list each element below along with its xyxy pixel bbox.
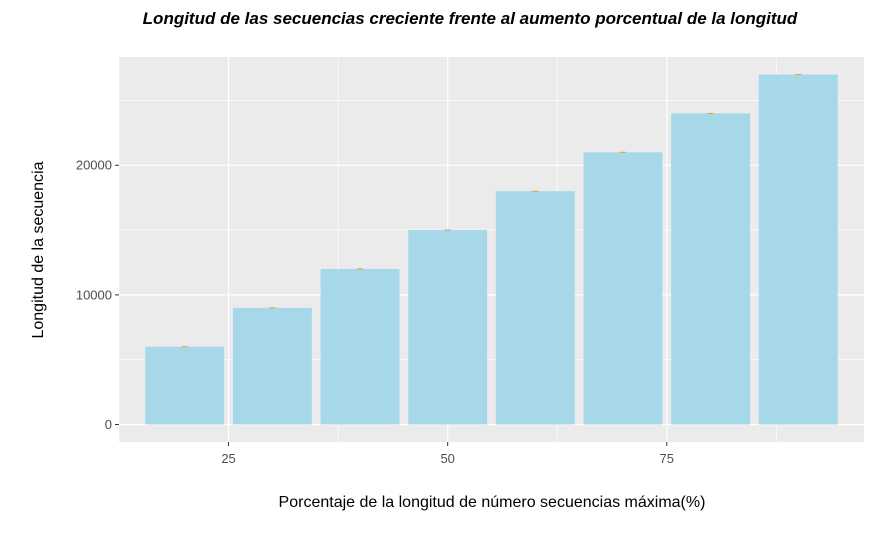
chart-title: Longitud de las secuencias creciente fre… — [143, 9, 798, 28]
bars — [145, 74, 838, 425]
y-tick-label: 0 — [105, 417, 112, 432]
bar — [408, 230, 488, 425]
x-tick-label: 50 — [440, 451, 454, 466]
error-bars — [181, 74, 802, 348]
y-tick-label: 20000 — [76, 158, 112, 173]
bar — [232, 307, 312, 425]
y-tick-label: 10000 — [76, 287, 112, 302]
x-axis-ticks: 25 50 75 — [221, 442, 674, 466]
x-axis-title: Porcentaje de la longitud de número secu… — [279, 494, 706, 511]
x-tick-label: 25 — [221, 451, 235, 466]
bar — [320, 268, 400, 425]
bar — [495, 191, 575, 425]
x-tick-label: 75 — [660, 451, 674, 466]
bar — [758, 74, 838, 425]
plot-panel — [119, 57, 864, 442]
y-axis-title: Longitud de la secuencia — [30, 161, 47, 338]
bar — [583, 152, 663, 425]
y-axis-ticks: 0 10000 20000 — [76, 158, 119, 432]
bar — [671, 113, 751, 425]
bar — [145, 346, 225, 425]
